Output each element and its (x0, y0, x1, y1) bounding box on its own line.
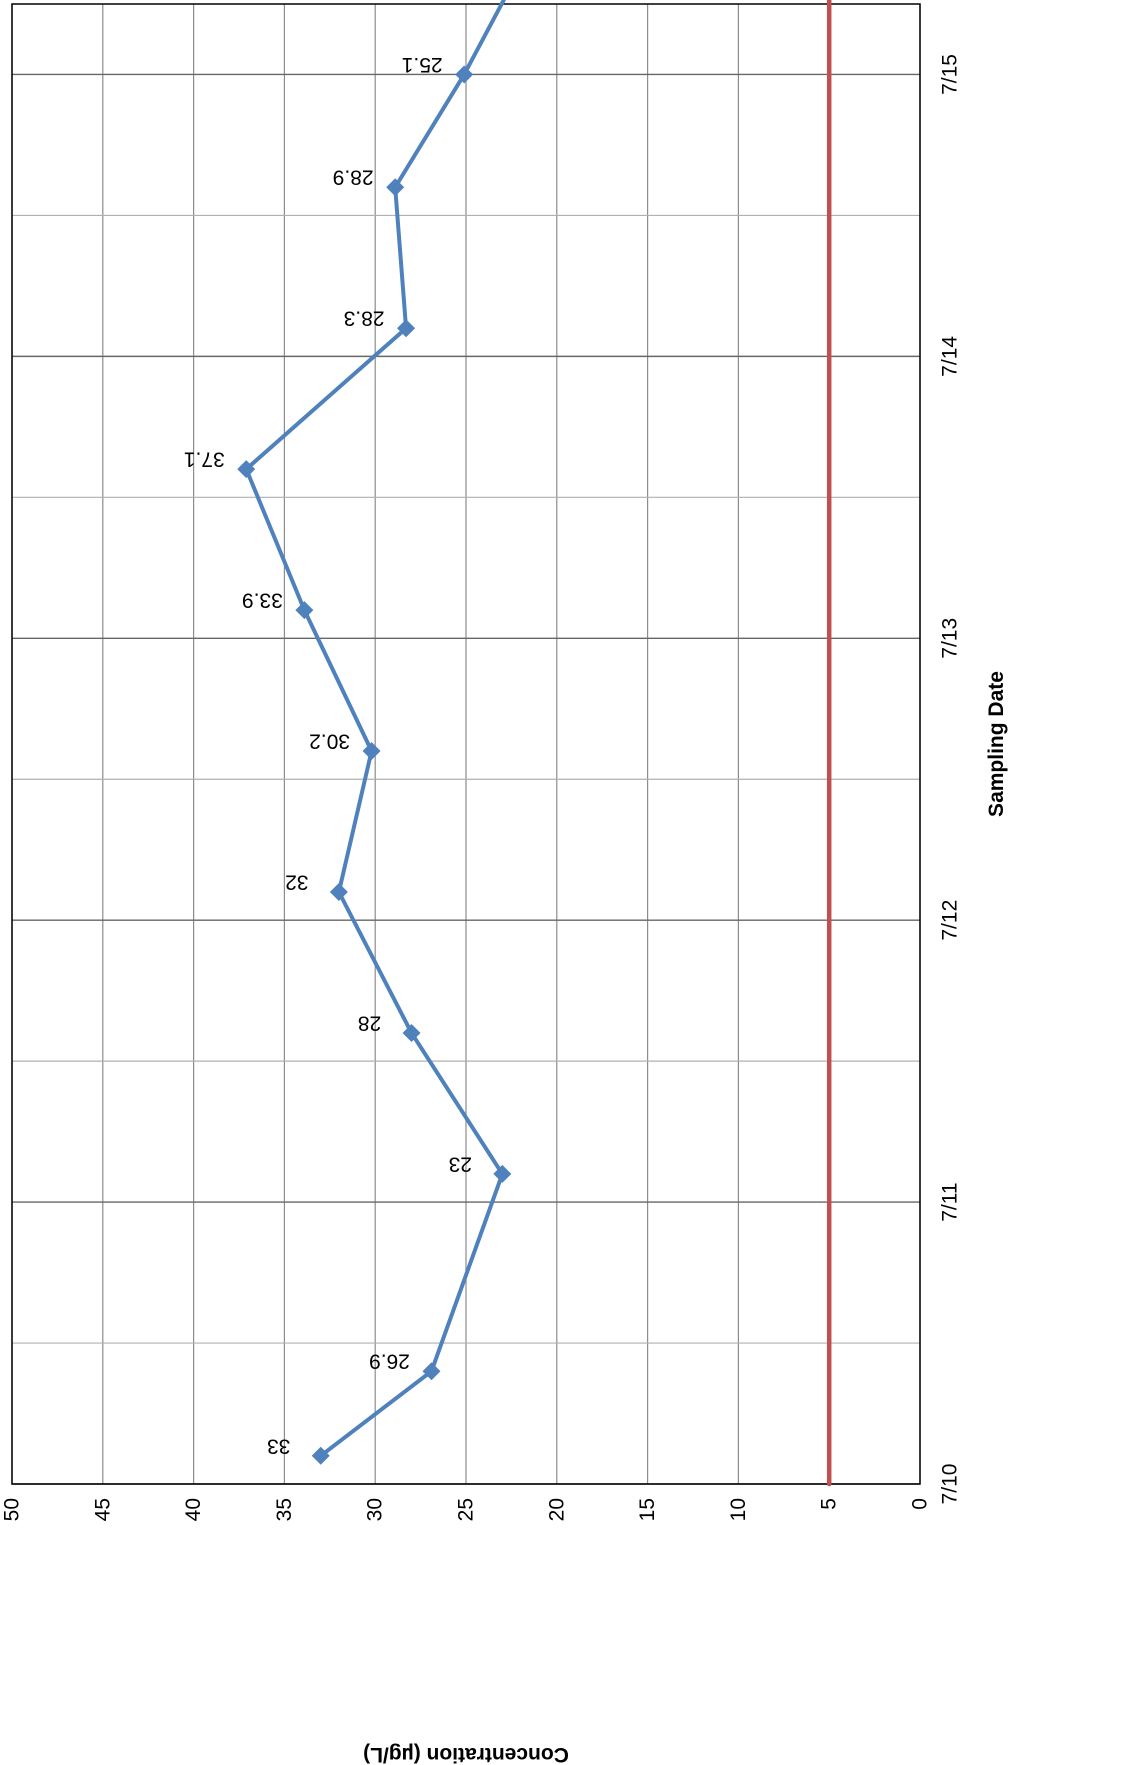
x-tick-label: 7/14 (939, 336, 962, 377)
y-tick-label: 20 (545, 1498, 568, 1521)
data-label: 32 (285, 871, 308, 894)
x-tick-label: 7/15 (939, 54, 962, 95)
data-point-marker (311, 1446, 330, 1465)
data-point-marker (362, 742, 381, 761)
data-point-marker (397, 319, 416, 338)
data-point-marker (455, 65, 474, 84)
data-point-marker (422, 1362, 441, 1381)
data-point-marker (237, 460, 256, 479)
y-axis-ticks: 0 5 10 15 20 25 30 35 40 45 50 (1, 1498, 932, 1521)
plot-area-border (11, 3, 921, 1485)
y-tick-label: 45 (91, 1498, 114, 1521)
y-axis-title: Concentration (µg/L) (363, 1743, 569, 1765)
y-tick-label: 25 (455, 1498, 478, 1521)
data-label: 23 (449, 1152, 472, 1175)
x-tick-label: 7/11 (939, 1182, 962, 1221)
y-tick-label: 10 (727, 1498, 750, 1521)
gridlines (11, 4, 921, 1485)
y-tick-label: 5 (818, 1498, 841, 1510)
data-label: 26.9 (369, 1350, 410, 1373)
y-tick-label: 35 (273, 1498, 296, 1521)
y-tick-label: 30 (364, 1498, 387, 1521)
data-point-marker (402, 1023, 421, 1042)
data-label: 28.9 (333, 166, 374, 189)
concentration-series-line (244, 0, 507, 1458)
y-tick-label: 50 (1, 1498, 24, 1521)
data-label: 28.3 (344, 307, 385, 330)
x-tick-label: 7/12 (939, 900, 962, 941)
x-axis-ticks: 7/10 7/11 7/12 7/13 7/14 7/15 (939, 54, 962, 1504)
x-axis-title: Sampling Date (985, 671, 1008, 817)
y-tick-label: 0 (909, 1498, 932, 1510)
y-tick-label: 40 (182, 1498, 205, 1521)
y-tick-label: 15 (636, 1498, 659, 1521)
data-point-marker (295, 601, 314, 620)
data-label: 28 (358, 1011, 381, 1034)
data-label: 30.2 (309, 730, 350, 753)
x-tick-label: 7/13 (939, 618, 962, 659)
data-label: 33.9 (242, 589, 283, 612)
data-point-marker (386, 178, 405, 197)
data-label: 33 (267, 1434, 290, 1457)
x-tick-label: 7/10 (939, 1464, 962, 1505)
data-point-marker (329, 883, 348, 901)
data-label: 37.1 (184, 448, 225, 471)
data-label: 25.1 (402, 53, 443, 76)
data-point-marker (493, 1164, 512, 1183)
